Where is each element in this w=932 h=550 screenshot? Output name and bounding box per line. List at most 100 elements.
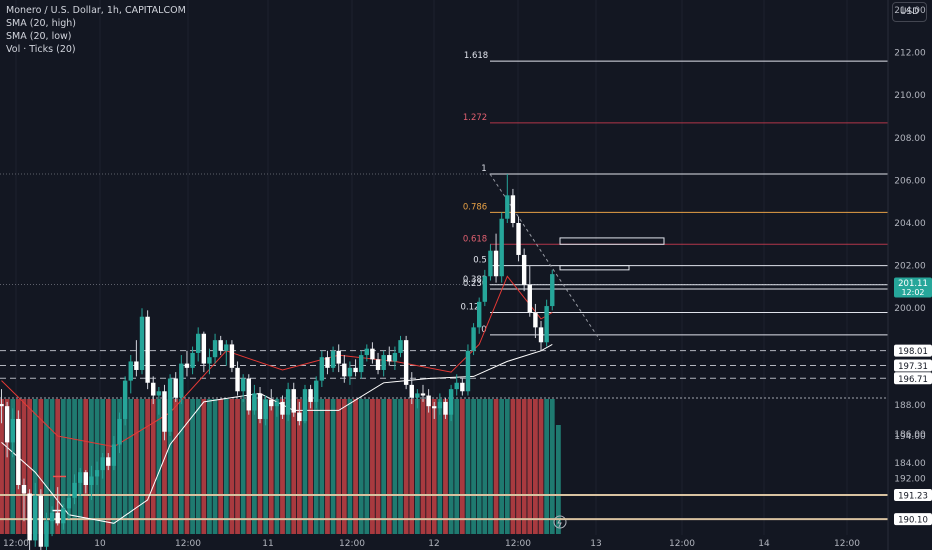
volume-bar [313,399,319,534]
candle-body [280,401,285,415]
candle-body [55,512,60,524]
candle [83,470,88,494]
candle-body [0,404,4,407]
volume-bar [55,399,61,534]
volume-bar [471,399,476,534]
price-axis: 214.00 212.00 210.00 208.00 206.00 204.00 202.… [887,0,932,550]
candle-body [398,340,403,353]
volume-bar [459,399,465,534]
candle [117,412,122,454]
volume-bar [133,399,139,534]
order-box [559,265,630,271]
time-axis: 12:00 10 12:00 11 12:00 12 12:00 13 12:00 14 12:00 [3,539,860,549]
symbol-title[interactable]: Monero / U.S. Dollar, 1h, CAPITALCOM [6,5,186,16]
candle-body [544,306,549,343]
candle [190,346,195,375]
candle-body [179,363,184,398]
candle [342,355,347,383]
candle [448,384,454,422]
candle-body [201,333,207,364]
sma-high-legend[interactable]: SMA (20, high) [6,18,76,29]
volume-bar [195,399,201,534]
candle-body [302,389,308,422]
volume-bar [4,399,10,534]
candle-body [274,401,280,407]
volume-bar [223,399,229,534]
candle-body [77,472,83,483]
candle [229,340,235,373]
candle [454,374,459,396]
volume-bar [431,399,437,534]
candle [375,352,381,375]
candle-body [291,389,296,413]
price-tick-label: 202.00 [894,262,926,272]
candle-body [538,327,544,343]
candle [252,384,257,415]
candle [460,378,465,396]
candle-body [111,444,117,466]
volume-bar [274,399,280,534]
volume-bar [207,399,212,534]
volume-bar [150,399,156,534]
volume-bar [66,399,72,534]
candle-body [403,340,409,385]
volume-bar [465,399,471,534]
candle-body [493,250,499,277]
candle-body [4,406,10,443]
candle [392,346,398,370]
currency-button[interactable]: USD [892,2,927,22]
candle-body [240,378,246,392]
candle-body [471,327,476,351]
volume-bar [409,399,415,534]
candle-body [167,378,173,432]
volume-bar [49,399,55,534]
candle [151,376,156,405]
volume-bar [325,399,330,534]
last-price-label: 201.11 [898,279,928,289]
volume-bar [533,399,538,534]
volume-bar [156,399,162,534]
volume-bar [375,399,381,534]
candle-body [460,382,465,392]
candle-body [145,316,150,383]
price-tick-label: 206.00 [894,176,926,186]
candle [162,384,167,441]
candle-body [94,470,100,477]
time-tick-label: 12:00 [3,539,29,549]
candle [21,478,27,522]
candle-body [122,380,128,419]
price-tick-label: 192.00 [894,475,926,485]
volume-legend[interactable]: Vol · Ticks (20) [6,44,76,55]
price-tick-label: 204.00 [894,219,926,229]
candle-body [358,355,364,373]
volume-bar [493,399,499,534]
time-tick-label: 12:00 [834,539,860,549]
candle-body [336,350,341,364]
volume-bar [178,399,184,534]
volume-bar [83,399,89,534]
price-tick-label: 214.00 [894,6,926,16]
candle [72,474,77,505]
volume-bar [173,399,179,534]
volume-bar [235,399,240,534]
candle-body [364,348,369,356]
candle [122,376,128,426]
last-price-tag [894,277,932,298]
candle-body [72,482,77,498]
fib-level-label: 0 [481,325,486,335]
candle [426,389,431,413]
candle [488,244,493,281]
candle-body [212,340,218,358]
sma-low-legend[interactable]: SMA (20, low) [6,31,72,42]
candle-body [314,380,319,402]
volume-bar [201,399,207,534]
candle [319,350,325,388]
volume-bar [398,399,403,534]
candle [38,489,44,550]
candle [415,389,420,409]
candle [106,453,111,471]
volume-bar [499,399,505,534]
candle-body [527,284,532,313]
volume-bar [319,399,325,534]
